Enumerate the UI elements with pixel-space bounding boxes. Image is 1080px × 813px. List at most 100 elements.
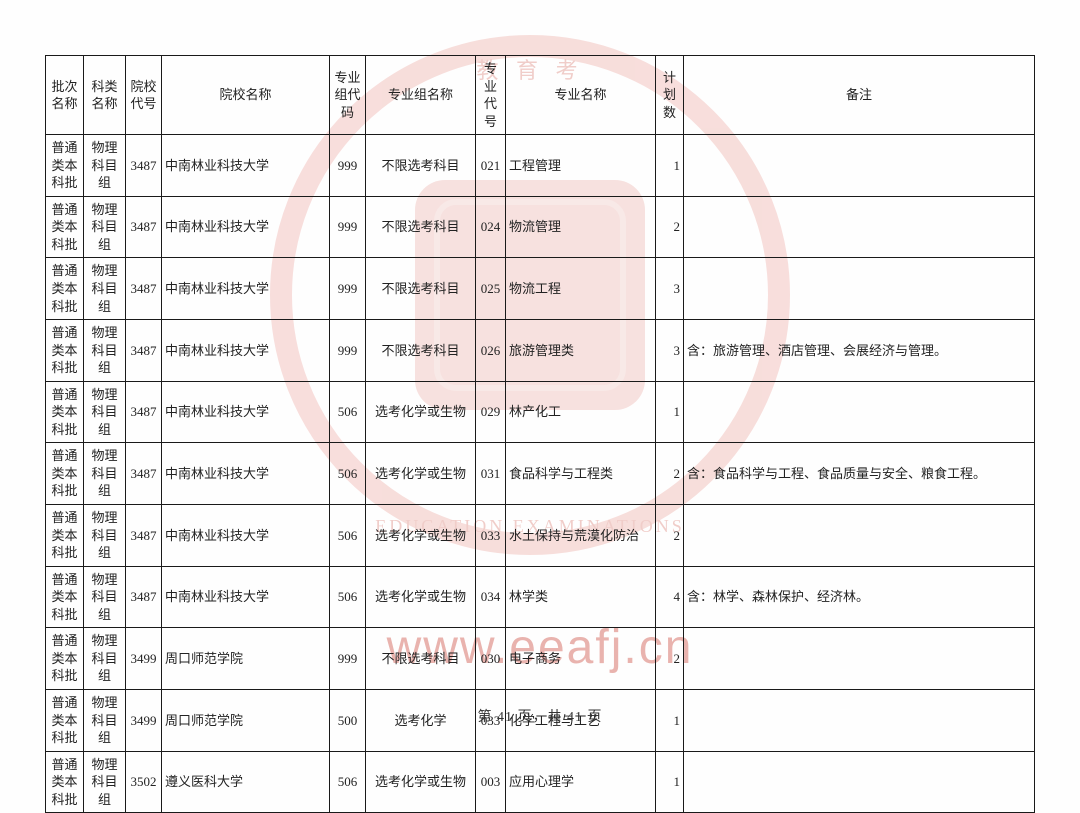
- page-number: 第 41 页，共 41 页: [0, 706, 1080, 726]
- cell-note: 含：旅游管理、酒店管理、会展经济与管理。: [684, 320, 1035, 382]
- cell-major-name: 应用心理学: [506, 751, 656, 813]
- cell-subject: 物理科目组: [84, 258, 126, 320]
- cell-school-name: 遵义医科大学: [162, 751, 330, 813]
- cell-school-code: 3487: [126, 443, 162, 505]
- cell-plan: 2: [656, 505, 684, 567]
- cell-group-code: 506: [330, 505, 366, 567]
- cell-group-name: 不限选考科目: [366, 135, 476, 197]
- cell-note: [684, 258, 1035, 320]
- cell-school-code: 3502: [126, 751, 162, 813]
- col-header-plan: 计划数: [656, 56, 684, 135]
- cell-school-code: 3487: [126, 505, 162, 567]
- cell-batch: 普通类本科批: [46, 751, 84, 813]
- cell-group-name: 选考化学或生物: [366, 505, 476, 567]
- cell-school-name: 中南林业科技大学: [162, 135, 330, 197]
- cell-group-name: 选考化学或生物: [366, 566, 476, 628]
- page-content: 批次名称 科类名称 院校代号 院校名称 专业组代码 专业组名称 专业代号 专业名…: [0, 0, 1080, 813]
- cell-plan: 1: [656, 381, 684, 443]
- cell-group-name: 选考化学或生物: [366, 751, 476, 813]
- cell-major-name: 物流工程: [506, 258, 656, 320]
- cell-subject: 物理科目组: [84, 381, 126, 443]
- cell-school-code: 3499: [126, 628, 162, 690]
- cell-school-code: 3487: [126, 320, 162, 382]
- cell-plan: 2: [656, 443, 684, 505]
- cell-group-name: 不限选考科目: [366, 196, 476, 258]
- cell-plan: 3: [656, 320, 684, 382]
- cell-subject: 物理科目组: [84, 505, 126, 567]
- col-header-group-code: 专业组代码: [330, 56, 366, 135]
- col-header-school-name: 院校名称: [162, 56, 330, 135]
- table-header-row: 批次名称 科类名称 院校代号 院校名称 专业组代码 专业组名称 专业代号 专业名…: [46, 56, 1035, 135]
- cell-school-name: 中南林业科技大学: [162, 505, 330, 567]
- col-header-subject: 科类名称: [84, 56, 126, 135]
- cell-plan: 1: [656, 751, 684, 813]
- cell-group-code: 506: [330, 751, 366, 813]
- cell-major-code: 029: [476, 381, 506, 443]
- cell-batch: 普通类本科批: [46, 443, 84, 505]
- cell-group-code: 506: [330, 443, 366, 505]
- cell-note: [684, 381, 1035, 443]
- cell-note: 含：食品科学与工程、食品质量与安全、粮食工程。: [684, 443, 1035, 505]
- table-row: 普通类本科批物理科目组3487中南林业科技大学999不限选考科目026旅游管理类…: [46, 320, 1035, 382]
- cell-subject: 物理科目组: [84, 443, 126, 505]
- cell-school-code: 3487: [126, 381, 162, 443]
- cell-subject: 物理科目组: [84, 628, 126, 690]
- cell-group-name: 不限选考科目: [366, 320, 476, 382]
- cell-plan: 4: [656, 566, 684, 628]
- cell-school-name: 中南林业科技大学: [162, 320, 330, 382]
- cell-plan: 1: [656, 135, 684, 197]
- cell-school-name: 中南林业科技大学: [162, 196, 330, 258]
- cell-major-code: 033: [476, 505, 506, 567]
- cell-school-name: 中南林业科技大学: [162, 443, 330, 505]
- cell-group-code: 999: [330, 320, 366, 382]
- cell-school-name: 中南林业科技大学: [162, 566, 330, 628]
- cell-major-code: 021: [476, 135, 506, 197]
- table-row: 普通类本科批物理科目组3487中南林业科技大学506选考化学或生物031食品科学…: [46, 443, 1035, 505]
- cell-group-name: 不限选考科目: [366, 628, 476, 690]
- table-row: 普通类本科批物理科目组3487中南林业科技大学506选考化学或生物033水土保持…: [46, 505, 1035, 567]
- cell-major-code: 030: [476, 628, 506, 690]
- cell-school-name: 中南林业科技大学: [162, 381, 330, 443]
- cell-subject: 物理科目组: [84, 320, 126, 382]
- cell-school-name: 周口师范学院: [162, 628, 330, 690]
- col-header-note: 备注: [684, 56, 1035, 135]
- cell-batch: 普通类本科批: [46, 258, 84, 320]
- cell-subject: 物理科目组: [84, 135, 126, 197]
- cell-school-code: 3487: [126, 258, 162, 320]
- cell-batch: 普通类本科批: [46, 320, 84, 382]
- cell-plan: 2: [656, 196, 684, 258]
- cell-school-code: 3487: [126, 566, 162, 628]
- table-row: 普通类本科批物理科目组3487中南林业科技大学506选考化学或生物034林学类4…: [46, 566, 1035, 628]
- cell-group-name: 选考化学或生物: [366, 443, 476, 505]
- cell-plan: 3: [656, 258, 684, 320]
- cell-group-code: 999: [330, 628, 366, 690]
- cell-school-code: 3487: [126, 135, 162, 197]
- table-row: 普通类本科批物理科目组3502遵义医科大学506选考化学或生物003应用心理学1: [46, 751, 1035, 813]
- col-header-major-name: 专业名称: [506, 56, 656, 135]
- cell-note: [684, 135, 1035, 197]
- cell-group-code: 506: [330, 381, 366, 443]
- cell-major-code: 026: [476, 320, 506, 382]
- cell-major-name: 电子商务: [506, 628, 656, 690]
- cell-group-code: 999: [330, 196, 366, 258]
- cell-group-name: 选考化学或生物: [366, 381, 476, 443]
- cell-major-name: 工程管理: [506, 135, 656, 197]
- cell-batch: 普通类本科批: [46, 196, 84, 258]
- cell-school-name: 中南林业科技大学: [162, 258, 330, 320]
- table-row: 普通类本科批物理科目组3487中南林业科技大学999不限选考科目025物流工程3: [46, 258, 1035, 320]
- cell-major-name: 水土保持与荒漠化防治: [506, 505, 656, 567]
- cell-note: [684, 196, 1035, 258]
- cell-note: [684, 628, 1035, 690]
- cell-batch: 普通类本科批: [46, 628, 84, 690]
- cell-major-name: 林学类: [506, 566, 656, 628]
- cell-major-code: 003: [476, 751, 506, 813]
- cell-major-code: 024: [476, 196, 506, 258]
- cell-batch: 普通类本科批: [46, 566, 84, 628]
- cell-group-code: 999: [330, 135, 366, 197]
- cell-major-name: 林产化工: [506, 381, 656, 443]
- cell-group-code: 506: [330, 566, 366, 628]
- cell-subject: 物理科目组: [84, 196, 126, 258]
- table-row: 普通类本科批物理科目组3499周口师范学院999不限选考科目030电子商务2: [46, 628, 1035, 690]
- table-row: 普通类本科批物理科目组3487中南林业科技大学999不限选考科目024物流管理2: [46, 196, 1035, 258]
- cell-school-code: 3487: [126, 196, 162, 258]
